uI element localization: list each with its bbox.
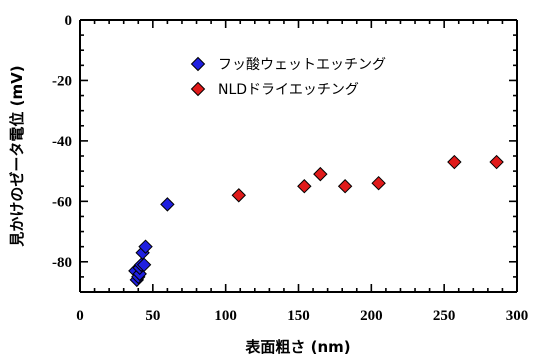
- y-tick-label: -80: [52, 255, 72, 271]
- x-tick-label: 50: [145, 308, 160, 324]
- x-tick-label: 0: [76, 308, 84, 324]
- x-axis-title: 表面粗さ (nm): [245, 338, 350, 356]
- data-point-nld-dry: [231, 188, 246, 203]
- data-point-hf-wet: [160, 197, 175, 212]
- legend: フッ酸ウェットエッチング NLDドライエッチング: [190, 56, 386, 98]
- data-point-nld-dry: [337, 179, 353, 194]
- x-tick-label: 250: [433, 308, 456, 324]
- x-tick-label: 300: [506, 308, 529, 324]
- x-tick-label: 200: [360, 308, 383, 324]
- y-tick-label: 0: [65, 13, 73, 29]
- data-point-nld-dry: [371, 175, 386, 191]
- y-axis-title: 見かけのゼータ電位 (mV): [8, 65, 26, 247]
- data-point-hf-wet: [138, 239, 153, 254]
- y-tick-label: -40: [52, 134, 72, 150]
- data-point-nld-dry: [297, 179, 312, 194]
- data-point-nld-dry: [489, 154, 504, 170]
- axis-ticks: [79, 19, 518, 293]
- x-tick-label: 100: [214, 308, 237, 324]
- data-point-nld-dry: [447, 154, 462, 170]
- data-markers: [128, 154, 504, 288]
- data-point-hf-wet: [136, 257, 152, 273]
- legend-label-hf-wet: フッ酸ウェットエッチング: [218, 57, 386, 73]
- y-tick-label: -60: [52, 194, 72, 210]
- legend-label-nld-dry: NLDドライエッチング: [218, 82, 359, 98]
- y-tick-label: -20: [52, 73, 72, 89]
- legend-marker-hf-wet: [190, 56, 206, 72]
- tick-labels: 0 50 100 150 200 250 300 0 -20 -40 -60 -80: [52, 13, 528, 324]
- data-point-nld-dry: [313, 166, 328, 182]
- x-tick-label: 150: [287, 308, 310, 324]
- legend-marker-nld-dry: [190, 81, 206, 97]
